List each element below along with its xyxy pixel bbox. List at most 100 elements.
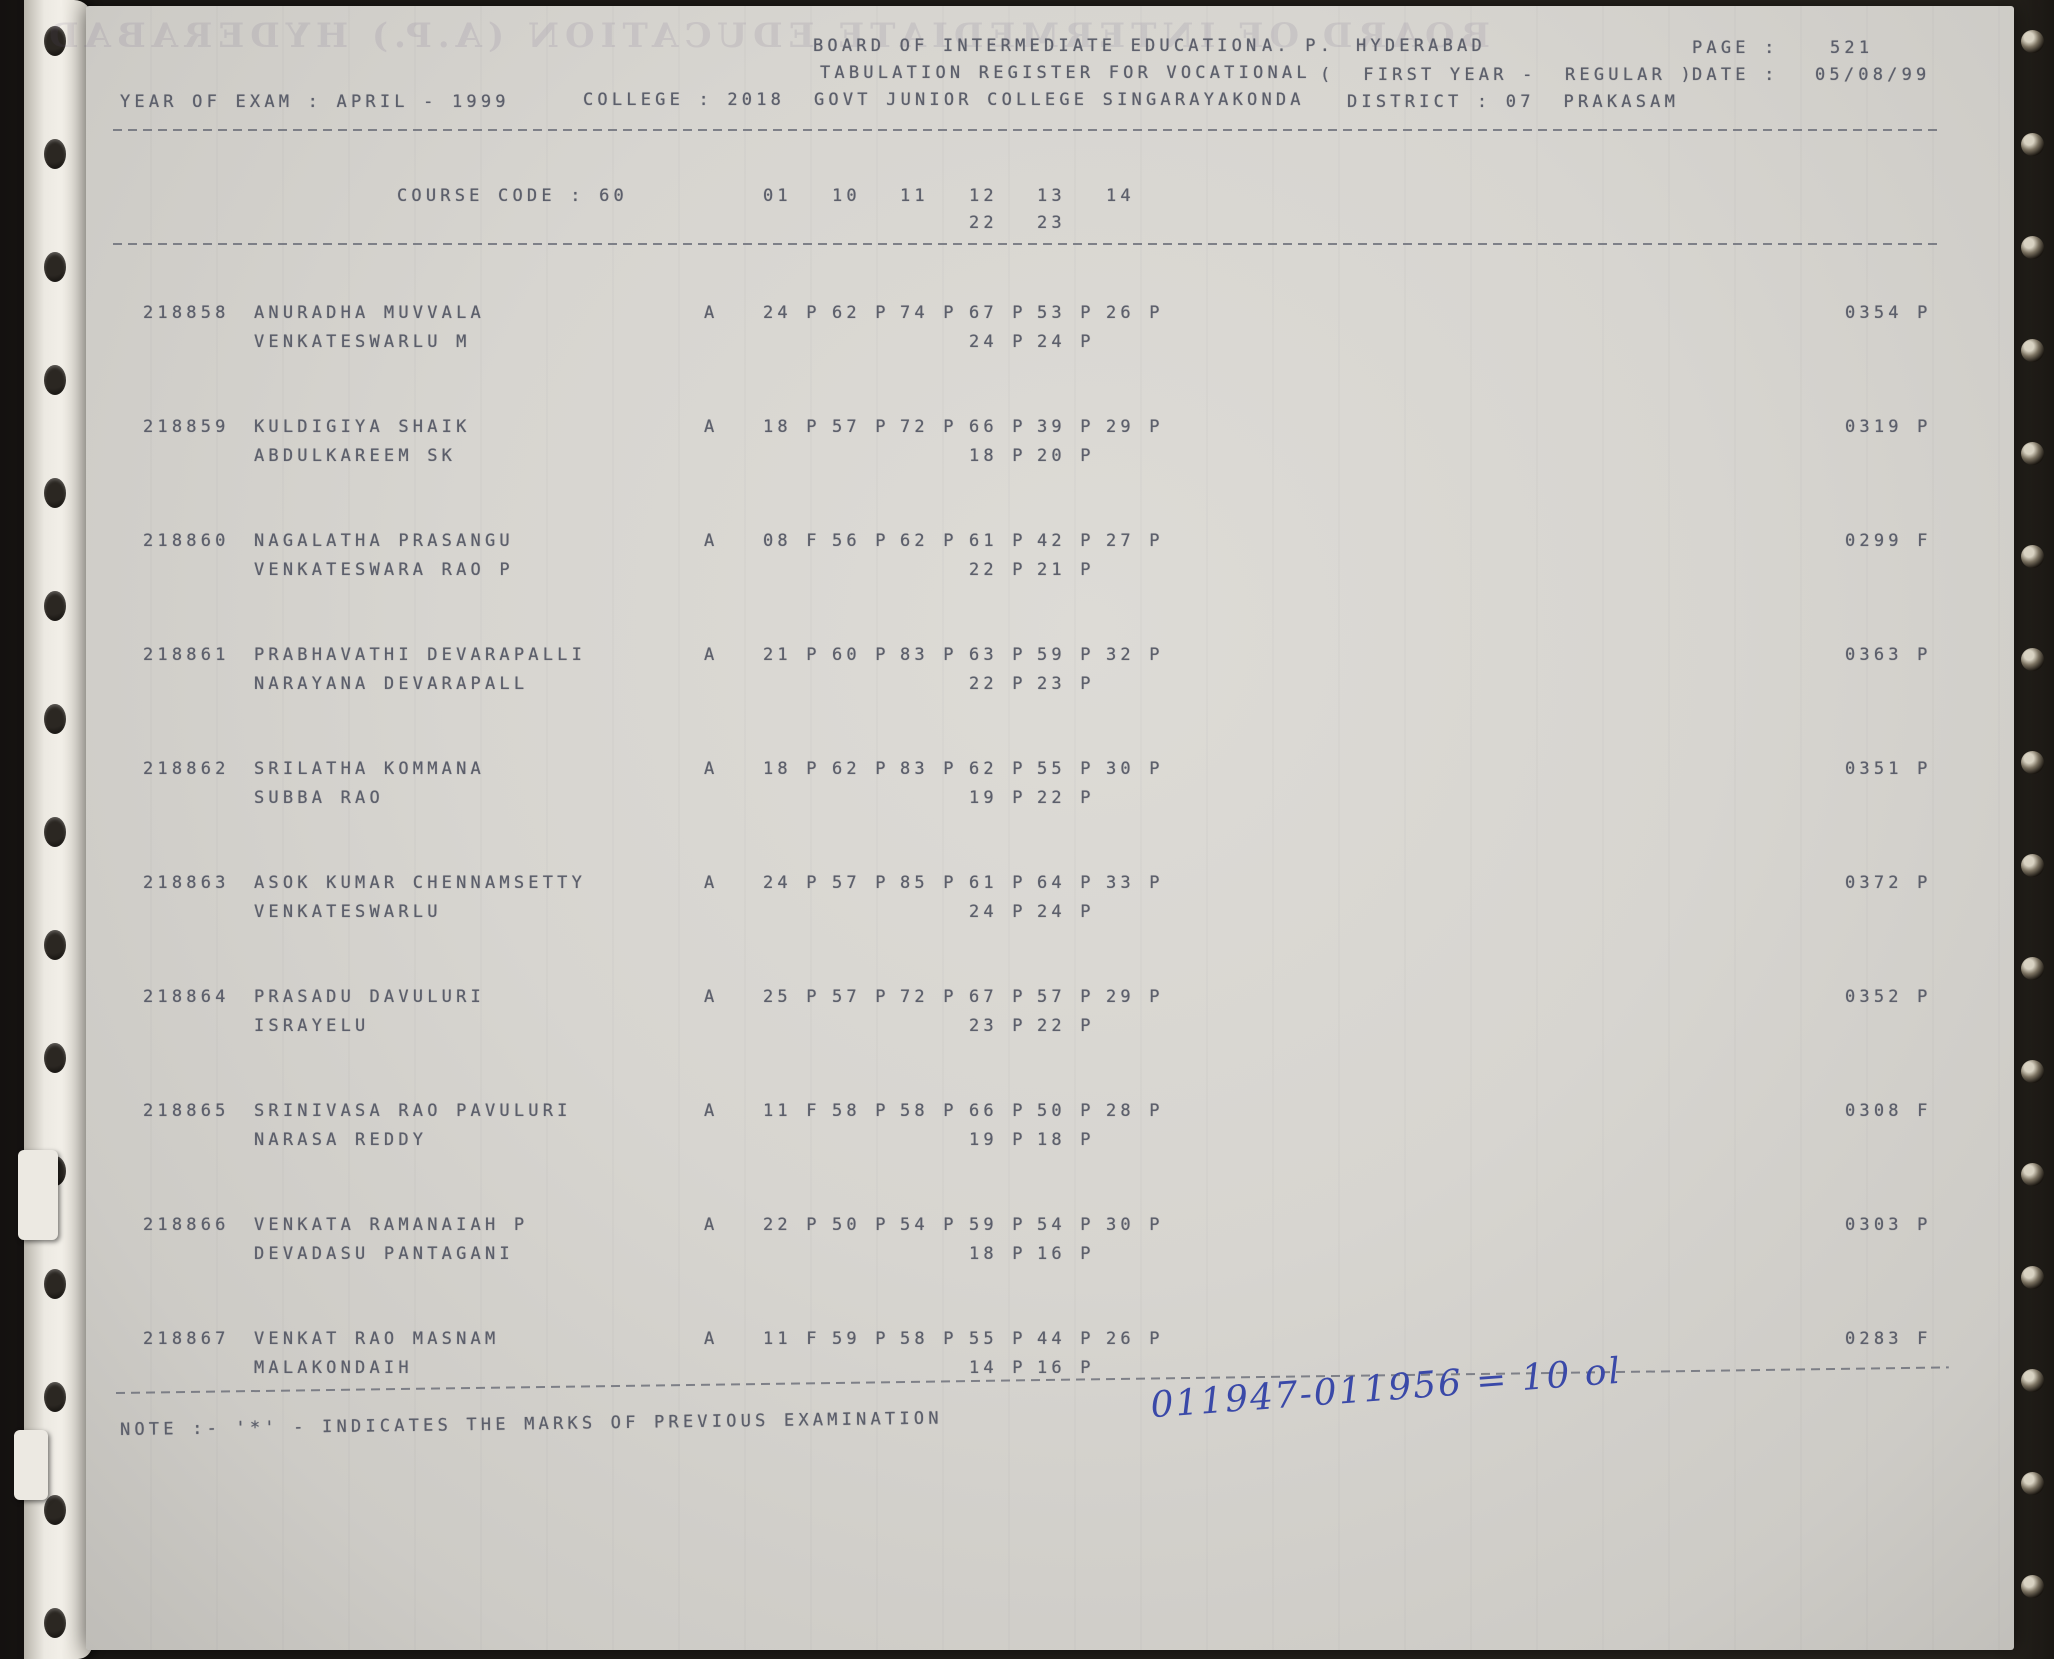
sprocket-hole — [44, 930, 66, 960]
exam-year: YEAR OF EXAM : APRIL - 1999 — [120, 92, 510, 112]
printout-page — [86, 6, 2014, 1650]
mark-cell-line2: 22 P — [969, 560, 1027, 580]
mark-cell: 30 P — [1106, 759, 1164, 779]
subject-code: 14 — [1106, 186, 1135, 206]
subject-code: 11 — [900, 186, 929, 206]
mark-cell: 24 P — [763, 303, 821, 323]
sprocket-hole — [44, 252, 66, 282]
candidate-name: PRASADU DAVULURI — [254, 987, 485, 1007]
mark-cell-line2: 24 P — [1037, 332, 1095, 352]
mark-cell: 22 P — [763, 1215, 821, 1235]
college-info: COLLEGE : 2018 GOVT JUNIOR COLLEGE SINGA… — [583, 90, 1305, 110]
mark-cell: 26 P — [1106, 303, 1164, 323]
mark-cell: 50 P — [1037, 1101, 1095, 1121]
reg-number: 218864 — [143, 987, 230, 1007]
mark-cell: 60 P — [832, 645, 890, 665]
mark-cell-line2: 18 P — [969, 446, 1027, 466]
attendance-flag: A — [704, 303, 719, 323]
sprocket-hole — [2021, 1472, 2044, 1495]
mark-cell-line2: 24 P — [969, 332, 1027, 352]
sprocket-hole — [2021, 854, 2044, 877]
parent-name: ISRAYELU — [254, 1016, 370, 1036]
mark-cell: 42 P — [1037, 531, 1095, 551]
mark-cell: 30 P — [1106, 1215, 1164, 1235]
attendance-flag: A — [704, 1101, 719, 1121]
mark-cell: 66 P — [969, 417, 1027, 437]
sprocket-hole — [44, 478, 66, 508]
mark-cell: 62 P — [832, 759, 890, 779]
mark-cell: 62 P — [969, 759, 1027, 779]
reg-number: 218860 — [143, 531, 230, 551]
mark-cell: 11 F — [763, 1101, 821, 1121]
table-row: 218859 KULDIGIYA SHAIK ABDULKAREEM SK A 18 P… — [0, 417, 2054, 479]
candidate-name: ANURADHA MUVVALA — [254, 303, 485, 323]
org-city: HYDERABAD — [1356, 36, 1486, 56]
mark-cell-line2: 16 P — [1037, 1244, 1095, 1264]
right-sprocket-holes — [2012, 0, 2054, 1659]
total-marks: 0352 P — [1845, 987, 1932, 1007]
candidate-name: SRILATHA KOMMANA — [254, 759, 485, 779]
sprocket-hole — [2021, 648, 2044, 671]
subject-code: 12 — [969, 186, 998, 206]
table-row: 218858 ANURADHA MUVVALA VENKATESWARLU M A 24… — [0, 303, 2054, 365]
parent-name: MALAKONDAIH — [254, 1358, 413, 1378]
attendance-flag: A — [704, 531, 719, 551]
table-row: 218863 ASOK KUMAR CHENNAMSETTY VENKATESWAR… — [0, 873, 2054, 935]
mark-cell: 32 P — [1106, 645, 1164, 665]
mark-cell: 67 P — [969, 987, 1027, 1007]
mark-cell: 63 P — [969, 645, 1027, 665]
divider-rule — [113, 243, 1940, 245]
mark-cell: 59 P — [1037, 645, 1095, 665]
mark-cell: 58 P — [900, 1329, 958, 1349]
mark-cell: 83 P — [900, 759, 958, 779]
sprocket-hole — [2021, 133, 2044, 156]
mark-cell: 11 F — [763, 1329, 821, 1349]
mark-cell: 56 P — [832, 531, 890, 551]
mark-cell: 64 P — [1037, 873, 1095, 893]
subject-code: 13 — [1037, 186, 1066, 206]
mark-cell-line2: 22 P — [1037, 788, 1095, 808]
sprocket-hole — [2021, 1369, 2044, 1392]
parent-name: ABDULKAREEM SK — [254, 446, 457, 466]
sprocket-hole — [2021, 30, 2044, 53]
exam-type: REGULAR ) — [1565, 65, 1695, 85]
mark-cell-line2: 14 P — [969, 1358, 1027, 1378]
attendance-flag: A — [704, 1215, 719, 1235]
candidate-name: VENKAT RAO MASNAM — [254, 1329, 500, 1349]
total-marks: 0363 P — [1845, 645, 1932, 665]
attendance-flag: A — [704, 645, 719, 665]
candidate-name: KULDIGIYA SHAIK — [254, 417, 471, 437]
mark-cell: 66 P — [969, 1101, 1027, 1121]
page-number: 521 — [1830, 38, 1874, 58]
mark-cell: 54 P — [1037, 1215, 1095, 1235]
mark-cell-line2: 24 P — [1037, 902, 1095, 922]
mark-cell: 57 P — [832, 417, 890, 437]
candidate-name: VENKATA RAMANAIAH P — [254, 1215, 529, 1235]
mark-cell-line2: 22 P — [969, 674, 1027, 694]
sprocket-hole — [44, 817, 66, 847]
sprocket-hole — [44, 1608, 66, 1638]
mark-cell: 29 P — [1106, 987, 1164, 1007]
candidate-name: NAGALATHA PRASANGU — [254, 531, 514, 551]
mark-cell: 39 P — [1037, 417, 1095, 437]
sprocket-hole — [2021, 957, 2044, 980]
subject-code: 22 — [969, 213, 998, 233]
candidate-name: PRABHAVATHI DEVARAPALLI — [254, 645, 587, 665]
sprocket-hole — [2021, 1163, 2044, 1186]
mark-cell: 72 P — [900, 417, 958, 437]
mark-cell-line2: 23 P — [1037, 674, 1095, 694]
mark-cell: 59 P — [832, 1329, 890, 1349]
table-row: 218860 NAGALATHA PRASANGU VENKATESWARA RAO… — [0, 531, 2054, 593]
mark-cell-line2: 20 P — [1037, 446, 1095, 466]
reg-number: 218861 — [143, 645, 230, 665]
mark-cell: 18 P — [763, 759, 821, 779]
reg-number: 218862 — [143, 759, 230, 779]
table-row: 218864 PRASADU DAVULURI ISRAYELU A 25 P 57 P 7… — [0, 987, 2054, 1049]
page-label: PAGE : — [1692, 38, 1779, 58]
reg-number: 218863 — [143, 873, 230, 893]
date-label: DATE : — [1692, 65, 1779, 85]
mark-cell: 57 P — [832, 987, 890, 1007]
parent-name: NARAYANA DEVARAPALL — [254, 674, 529, 694]
reg-number: 218865 — [143, 1101, 230, 1121]
